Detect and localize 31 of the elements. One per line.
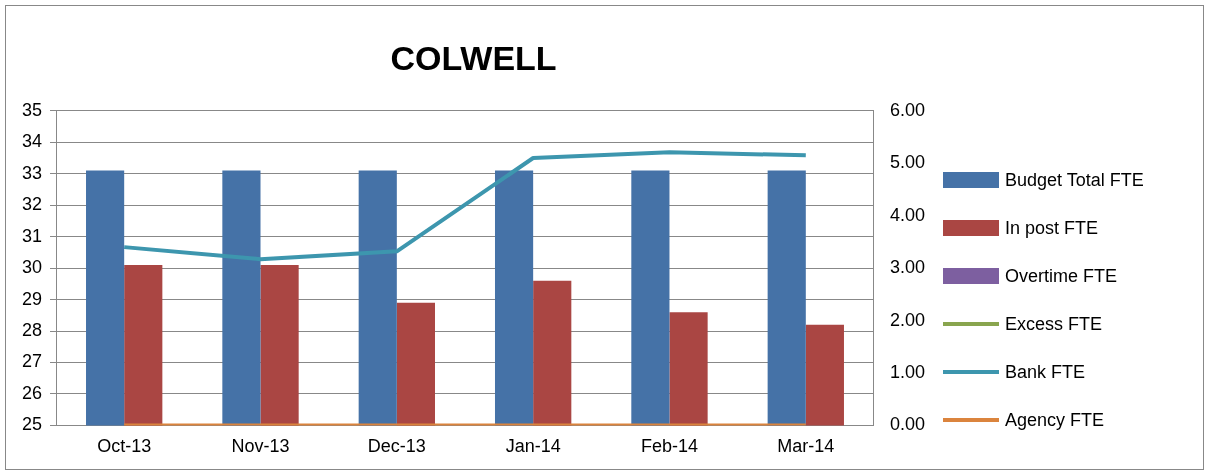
- legend-label: Agency FTE: [1005, 409, 1105, 431]
- y2-tick-label: 1.00: [889, 361, 926, 382]
- y-tick-label: 32: [21, 194, 43, 215]
- y-tick-label: 26: [21, 382, 43, 403]
- x-tick-label: Jan-14: [505, 436, 561, 457]
- y2-tick-label: 6.00: [889, 99, 926, 120]
- y-tick-label: 30: [21, 257, 43, 278]
- x-tick-label: Nov-13: [231, 436, 290, 457]
- y-tick-label: 29: [21, 288, 43, 309]
- x-tick-label: Oct-13: [97, 436, 152, 457]
- y-tick-label: 31: [21, 225, 43, 246]
- legend-label: Budget Total FTE: [1005, 169, 1144, 191]
- legend-label: Bank FTE: [1005, 361, 1086, 383]
- legend-label: Excess FTE: [1005, 313, 1103, 335]
- y-tick-label: 35: [21, 99, 43, 120]
- y-tick-label: 25: [21, 414, 43, 435]
- y-tick-label: 27: [21, 351, 43, 372]
- chart-title: COLWELL: [390, 38, 557, 77]
- y2-tick-label: 2.00: [889, 309, 926, 330]
- y-tick-label: 33: [21, 162, 43, 183]
- x-tick-label: Dec-13: [367, 436, 426, 457]
- y2-tick-label: 4.00: [889, 204, 926, 225]
- y2-tick-label: 0.00: [889, 414, 926, 435]
- y-tick-label: 28: [21, 319, 43, 340]
- x-tick-label: Mar-14: [777, 436, 835, 457]
- legend-label: In post FTE: [1005, 217, 1099, 239]
- y-tick-label: 34: [21, 131, 43, 152]
- x-tick-label: Feb-14: [640, 436, 698, 457]
- legend-label: Overtime FTE: [1005, 265, 1118, 287]
- y2-tick-label: 3.00: [889, 257, 926, 278]
- y2-tick-label: 5.00: [889, 152, 926, 173]
